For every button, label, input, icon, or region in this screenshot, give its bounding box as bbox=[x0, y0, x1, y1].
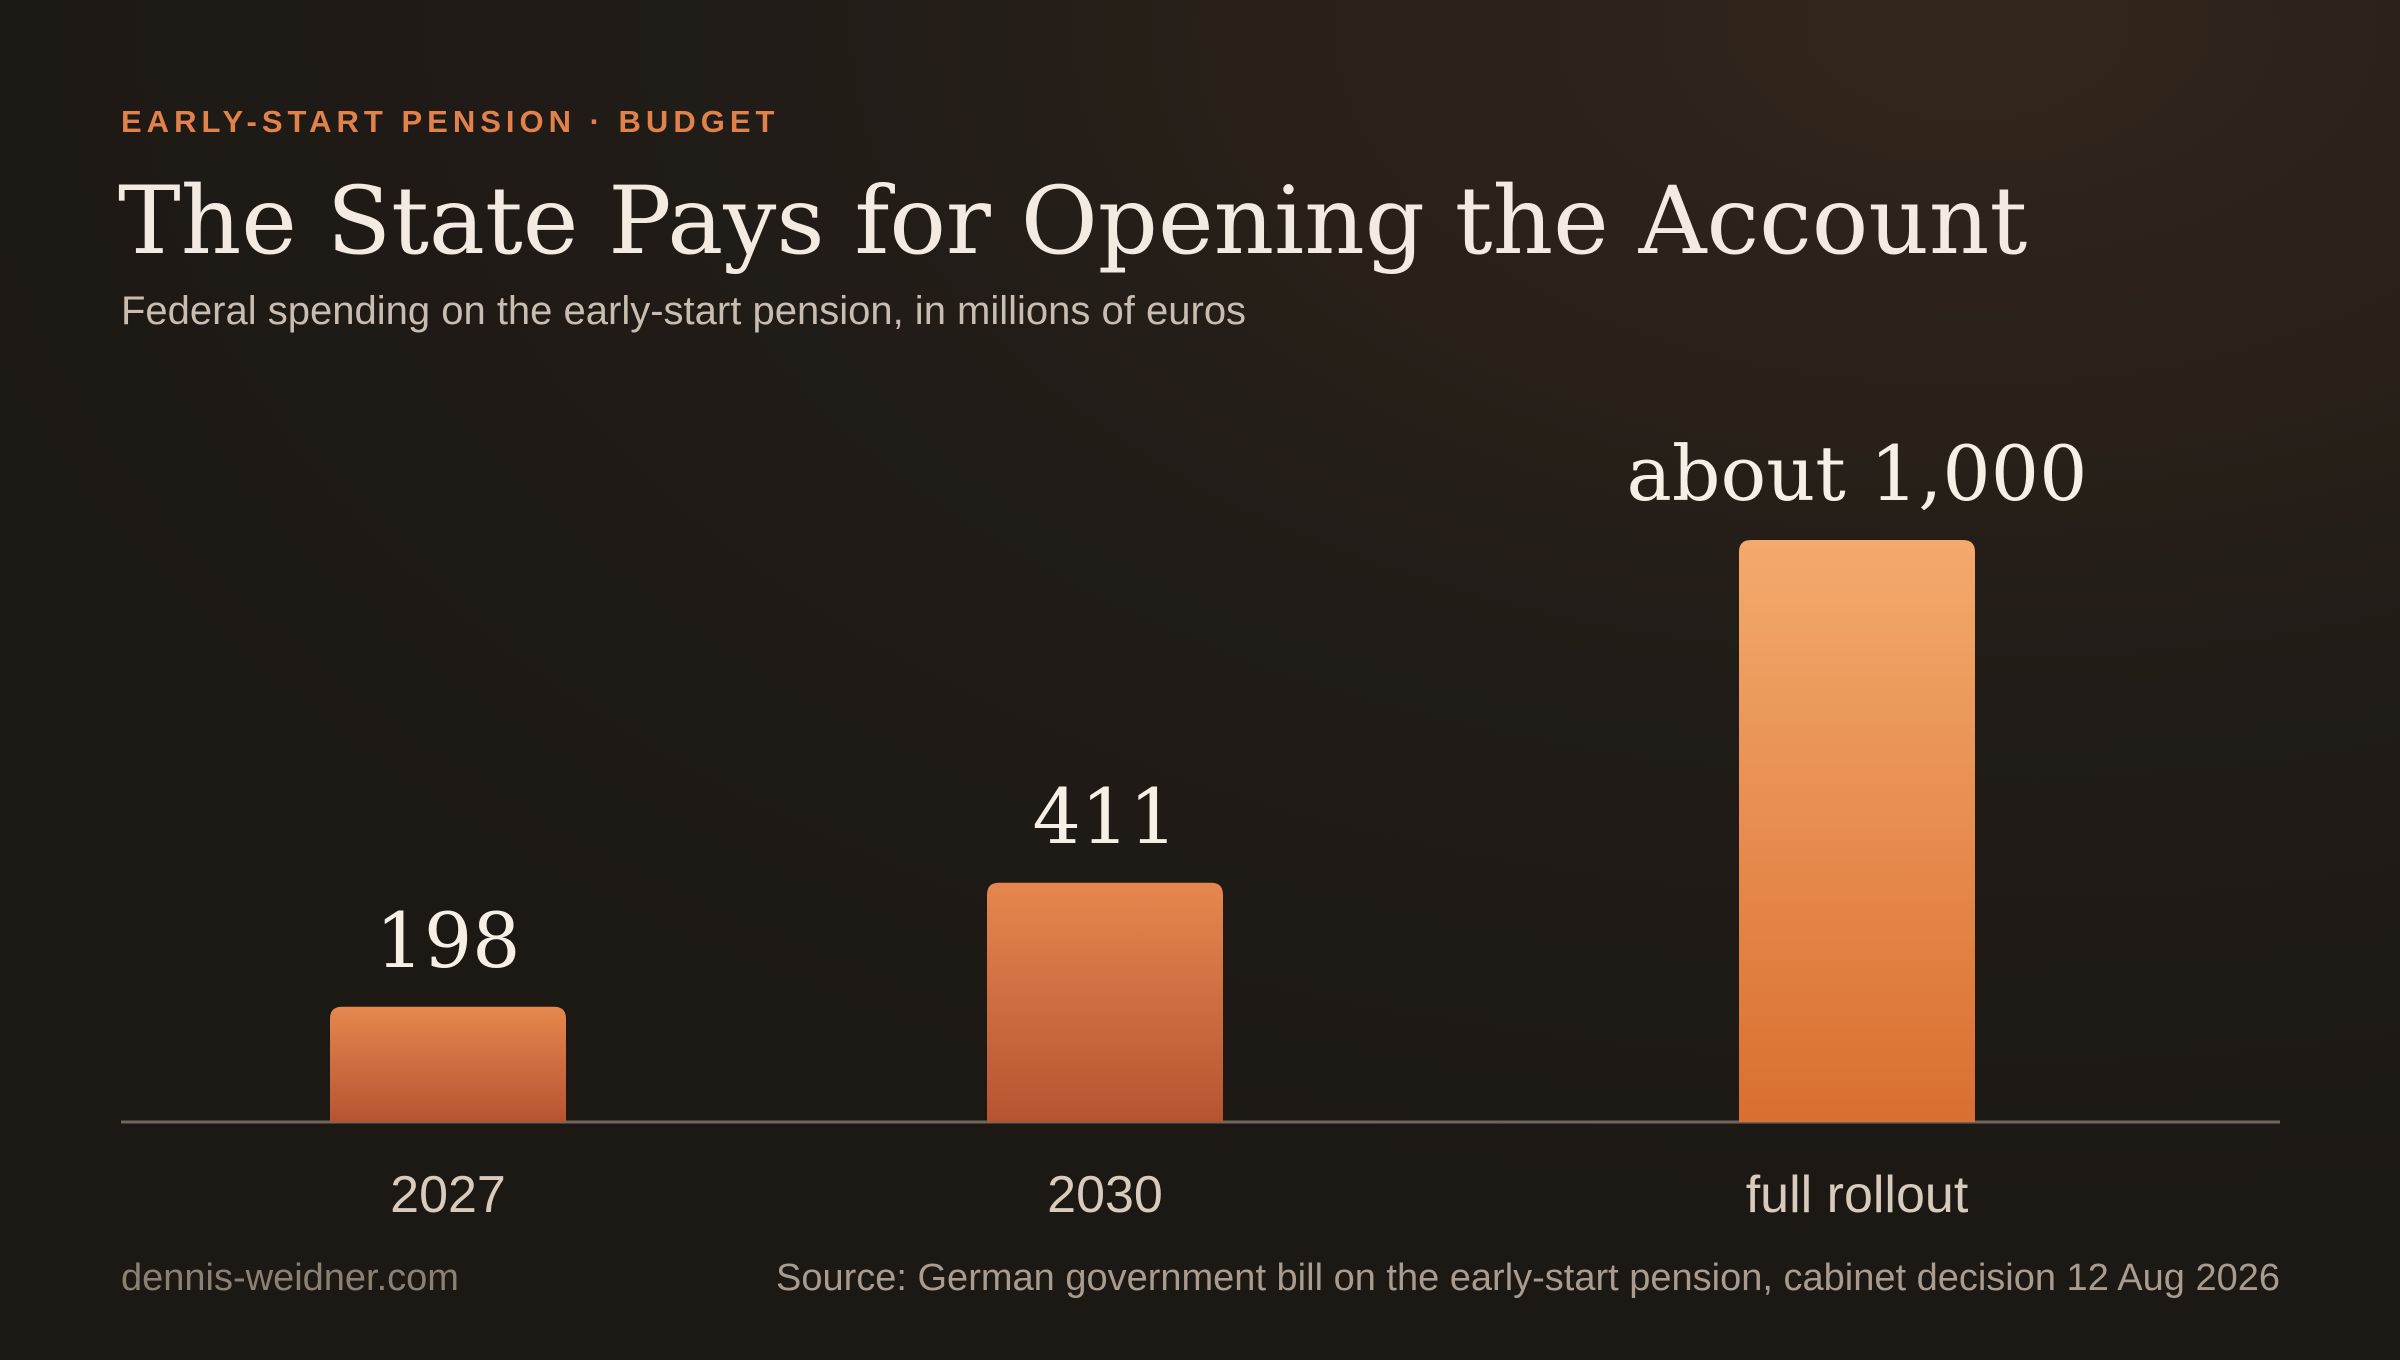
chart-title: The State Pays for Opening the Account bbox=[118, 167, 2027, 276]
bar bbox=[330, 1006, 566, 1122]
value-label: 411 bbox=[1032, 772, 1177, 861]
x-tick-label: 2030 bbox=[1047, 1166, 1163, 1224]
bar bbox=[1739, 540, 1975, 1122]
kicker: EARLY-START PENSION · BUDGET bbox=[121, 104, 779, 139]
value-label: about 1,000 bbox=[1627, 429, 2088, 518]
source: Source: German government bill on the ea… bbox=[776, 1257, 2280, 1299]
footer-credit: dennis-weidner.com bbox=[121, 1257, 459, 1299]
x-tick-label: full rollout bbox=[1746, 1166, 1969, 1224]
bar bbox=[987, 882, 1223, 1122]
x-tick-label: 2027 bbox=[390, 1166, 506, 1224]
value-label: 198 bbox=[375, 896, 520, 985]
subtitle: Federal spending on the early-start pens… bbox=[121, 289, 1246, 333]
